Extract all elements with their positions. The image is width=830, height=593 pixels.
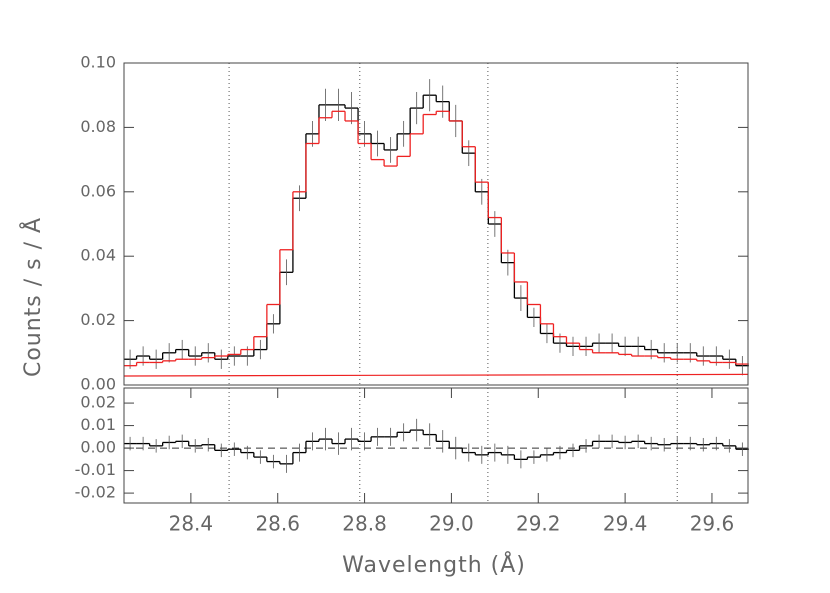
y-tick-label: 0.00: [80, 375, 116, 394]
y-tick-label: 0.02: [80, 393, 116, 412]
y-tick-label: -0.02: [75, 483, 116, 502]
plot-frame: [123, 62, 749, 386]
y-tick-label: 0.06: [80, 181, 116, 200]
y-tick-label: 0.00: [80, 438, 116, 457]
y-tick-label: 0.02: [80, 310, 116, 329]
y-tick-label: -0.01: [75, 460, 116, 479]
y-tick-label: 0.01: [80, 415, 116, 434]
x-tick-label: 28.8: [342, 512, 387, 536]
x-tick-label: 28.4: [169, 512, 214, 536]
x-tick-label: 29.0: [429, 512, 474, 536]
y-tick-label: 0.10: [80, 53, 116, 72]
x-tick-label: 29.4: [603, 512, 648, 536]
plot-frame: [123, 387, 749, 504]
y-axis-label: Counts / s / Å: [19, 217, 46, 377]
x-axis-label: Wavelength (Å): [342, 551, 526, 578]
x-tick-label: 29.6: [690, 512, 735, 536]
y-tick-label: 0.04: [80, 246, 116, 265]
x-tick-label: 29.2: [516, 512, 561, 536]
model-continuum: [123, 373, 749, 377]
y-tick-label: 0.08: [80, 117, 116, 136]
x-tick-label: 28.6: [255, 512, 300, 536]
